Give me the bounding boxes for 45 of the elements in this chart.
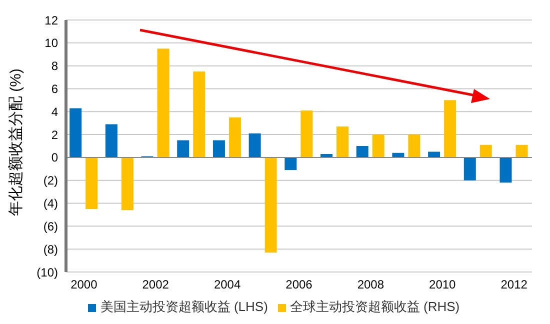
y-tick-label: (8) <box>43 242 58 256</box>
bar <box>464 157 476 180</box>
y-tick-label: 8 <box>51 59 58 74</box>
legend-label: 美国主动投资超额收益 (LHS) <box>100 299 268 314</box>
x-tick-label: 2008 <box>357 278 384 292</box>
bar <box>336 126 349 158</box>
bar <box>212 140 225 158</box>
y-tick-label: 10 <box>44 36 58 50</box>
x-tick-label: 2000 <box>70 278 98 292</box>
bar <box>177 140 190 158</box>
bar <box>86 157 98 209</box>
bar <box>372 134 384 158</box>
y-tick-label: (4) <box>43 196 58 211</box>
bar <box>356 146 368 158</box>
bar <box>300 110 313 158</box>
x-tick-label: 2010 <box>429 278 456 292</box>
bar <box>408 134 420 158</box>
bar <box>228 117 241 158</box>
bar <box>444 100 456 158</box>
bar <box>480 144 492 158</box>
y-axis-title: 年化超额收益分配 (%) <box>7 68 24 216</box>
bar <box>284 157 297 170</box>
y-tick-label: 12 <box>44 13 58 28</box>
y-tick-label: (10) <box>36 265 58 280</box>
y-tick-label: 6 <box>51 82 58 96</box>
bar <box>500 157 512 183</box>
y-tick-label: (2) <box>43 174 58 188</box>
x-tick-label: 2002 <box>142 278 170 292</box>
bar <box>70 108 82 158</box>
bar <box>264 157 277 253</box>
x-tick-label: 2006 <box>286 278 313 292</box>
x-tick-label: 2004 <box>214 278 241 292</box>
bar <box>157 48 170 158</box>
bar <box>105 124 118 158</box>
y-tick-label: 0 <box>51 150 58 165</box>
bar <box>428 152 440 158</box>
bar <box>193 72 206 158</box>
x-tick-label: 2012 <box>500 278 528 292</box>
bar <box>516 144 528 158</box>
bar <box>121 157 134 210</box>
y-tick-label: 2 <box>51 128 58 142</box>
y-tick-label: 4 <box>51 104 58 119</box>
bar <box>248 133 261 158</box>
legend-label: 全球主动投资超额收益 (RHS) <box>290 299 460 314</box>
y-tick-label: (6) <box>43 219 58 234</box>
